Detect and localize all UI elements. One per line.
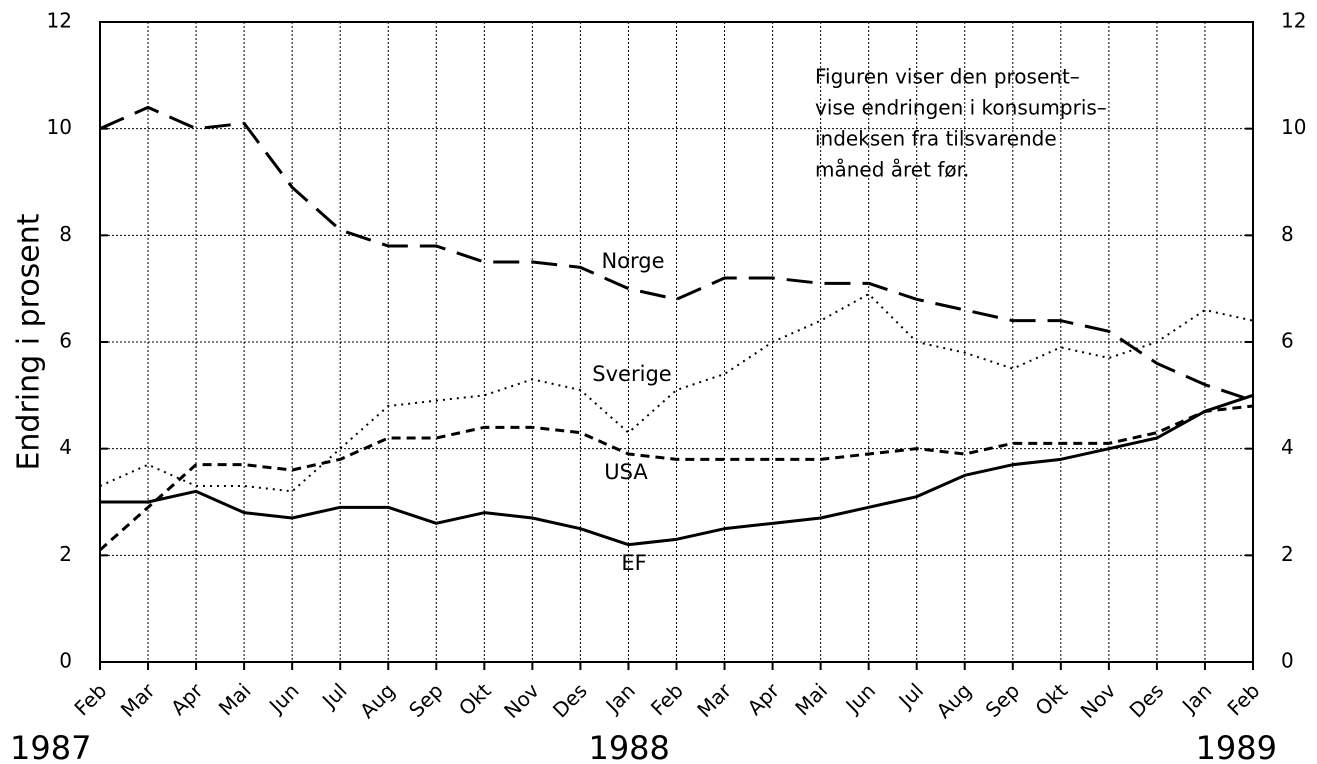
series-line <box>99 404 1254 552</box>
series-label: USA <box>604 460 648 484</box>
annotation: indeksen fra tilsvarende <box>815 127 1057 151</box>
x-tick-label: Jun <box>840 678 880 718</box>
x-tick-label: Jul <box>893 678 928 713</box>
y2-tick-label: 12 <box>1281 9 1306 33</box>
y-axis-title: Endring i prosent <box>12 213 47 470</box>
y-tick-label: 4 <box>59 435 72 459</box>
y2-tick-label: 4 <box>1281 435 1294 459</box>
y-tick-label: 2 <box>59 542 72 566</box>
x-tick-label: Jan <box>600 678 640 718</box>
y-tick-label: 12 <box>47 9 72 33</box>
y2-tick-label: 0 <box>1281 649 1294 673</box>
annotation: vise endringen i konsumpris– <box>815 96 1107 120</box>
series-line <box>99 105 1254 403</box>
x-tick-label: Apr <box>166 678 208 720</box>
x-tick-label: Feb <box>1222 678 1264 720</box>
y2-tick-label: 2 <box>1281 542 1294 566</box>
year-label: 1988 <box>588 729 669 764</box>
y2-tick-label: 8 <box>1281 222 1294 246</box>
x-tick-label: Apr <box>743 678 785 720</box>
annotation: Figuren viser den prosent– <box>815 65 1080 89</box>
series-label: EF <box>621 551 646 575</box>
x-tick-label: Nov <box>499 678 544 723</box>
x-tick-label: Jun <box>263 678 303 718</box>
x-tick-label: Mai <box>790 678 832 720</box>
y-tick-label: 8 <box>59 222 72 246</box>
annotation: måned året før. <box>815 158 969 182</box>
x-tick-label: Aug <box>932 678 977 723</box>
x-tick-label: Feb <box>69 678 111 720</box>
x-tick-label: Aug <box>355 678 400 723</box>
y-tick-label: 10 <box>47 115 72 139</box>
x-tick-label: Sep <box>404 678 448 722</box>
year-label: 1989 <box>1196 729 1277 764</box>
series-label: Sverige <box>592 362 671 386</box>
x-tick-label: Sep <box>981 678 1025 722</box>
x-tick-label: Mar <box>116 678 160 722</box>
x-tick-label: Mar <box>692 678 736 722</box>
x-tick-label: Jan <box>1176 678 1216 718</box>
y2-tick-label: 6 <box>1281 329 1294 353</box>
y-tick-label: 6 <box>59 329 72 353</box>
x-tick-label: Des <box>548 678 592 722</box>
y2-tick-label: 10 <box>1281 115 1306 139</box>
y-tick-label: 0 <box>59 649 72 673</box>
x-tick-label: Okt <box>454 678 496 720</box>
x-tick-label: Nov <box>1076 678 1121 723</box>
x-tick-label: Mai <box>214 678 256 720</box>
year-label: 1987 <box>10 729 91 764</box>
series-line <box>100 393 1254 547</box>
series-label: Norge <box>601 249 664 273</box>
x-tick-label: Jul <box>316 678 351 713</box>
x-tick-label: Okt <box>1030 678 1072 720</box>
x-tick-label: Des <box>1124 678 1168 722</box>
x-tick-label: Feb <box>646 678 688 720</box>
